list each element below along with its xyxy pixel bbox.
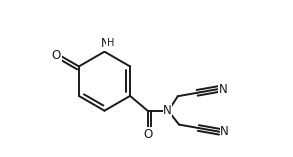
Text: N: N <box>219 83 228 96</box>
Text: N: N <box>220 125 229 138</box>
Text: N: N <box>100 37 109 50</box>
Text: N: N <box>163 104 172 117</box>
Text: O: O <box>51 49 60 62</box>
Text: O: O <box>143 128 152 141</box>
Text: H: H <box>107 38 114 48</box>
